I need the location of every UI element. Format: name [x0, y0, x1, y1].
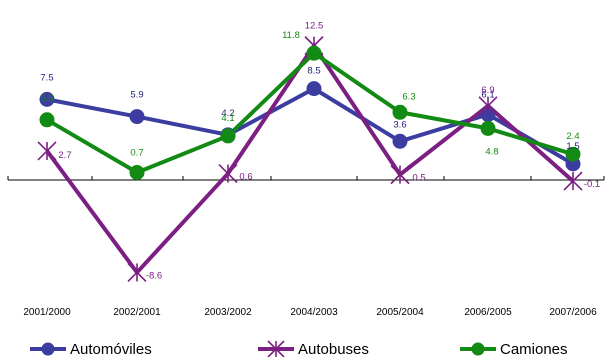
- data-label: 5.9: [130, 90, 143, 101]
- data-label: 6.3: [402, 91, 415, 102]
- data-label: 12.5: [305, 21, 324, 32]
- data-point: [480, 120, 496, 136]
- x-tick-label: 2007/2006: [549, 307, 597, 318]
- data-point: [37, 141, 57, 161]
- data-point: [127, 262, 147, 283]
- data-label: 5.6: [40, 93, 53, 104]
- data-label: 2.7: [58, 150, 71, 161]
- data-point: [390, 165, 410, 185]
- series-line-1: [45, 43, 575, 275]
- legend-marker: [471, 342, 485, 356]
- data-label: 6.9: [481, 85, 494, 96]
- data-point: [563, 171, 583, 191]
- data-point: [129, 164, 145, 180]
- x-ticks: [7, 176, 605, 180]
- data-point: [220, 128, 236, 144]
- x-tick-label: 2004/2003: [290, 307, 338, 318]
- data-point: [306, 45, 322, 61]
- data-label: 2.4: [566, 131, 579, 142]
- data-label: 0.6: [239, 172, 252, 183]
- legend-marker: [267, 340, 285, 357]
- series-group: [37, 36, 583, 283]
- data-label: 1.5: [566, 141, 579, 152]
- x-tick-label: 2005/2004: [376, 307, 424, 318]
- data-point: [565, 146, 581, 162]
- data-label: -8.6: [146, 270, 162, 281]
- legend-item: Camiones: [460, 341, 568, 357]
- data-label: 11.8: [282, 30, 300, 41]
- data-label: 4.8: [485, 146, 498, 157]
- data-label: 0.7: [130, 147, 143, 158]
- data-label: 4.2: [221, 108, 234, 119]
- legend-label: Automóviles: [70, 341, 152, 357]
- data-label: -0.1: [584, 179, 600, 190]
- data-point: [129, 109, 145, 125]
- legend-marker: [41, 342, 55, 356]
- x-tick-label: 2006/2005: [464, 307, 512, 318]
- data-label: 8.5: [307, 66, 320, 77]
- x-tick-label: 2002/2001: [113, 307, 161, 318]
- data-label: 6.1: [481, 89, 494, 100]
- data-point: [392, 104, 408, 120]
- data-label: 7.5: [40, 72, 53, 83]
- data-labels: 7.5 5.9 4.2 8.5 3.6 6.1 1.5 2.7 -8.6 0.6 12.5 0.5 6.…: [40, 21, 600, 282]
- data-label: 0.5: [412, 173, 425, 184]
- legend-label: Camiones: [500, 341, 568, 357]
- legend-label: Autobuses: [298, 341, 369, 357]
- data-point: [392, 133, 408, 149]
- data-point: [39, 91, 55, 107]
- x-tick-labels: 2001/2000 2002/2001 2003/2002 2004/2003 2005…: [23, 307, 597, 318]
- legend-item: Automóviles: [30, 341, 152, 357]
- x-tick-label: 2001/2000: [23, 307, 71, 318]
- legend-item: Autobuses: [258, 340, 369, 357]
- legend: Automóviles Autobuses Camiones: [30, 340, 568, 357]
- data-point: [306, 81, 322, 97]
- data-point: [478, 96, 498, 116]
- data-point: [39, 112, 55, 128]
- data-point: [218, 163, 238, 184]
- data-label: 3.6: [393, 119, 406, 130]
- data-label: 4.1: [221, 113, 234, 124]
- x-tick-label: 2003/2002: [204, 307, 252, 318]
